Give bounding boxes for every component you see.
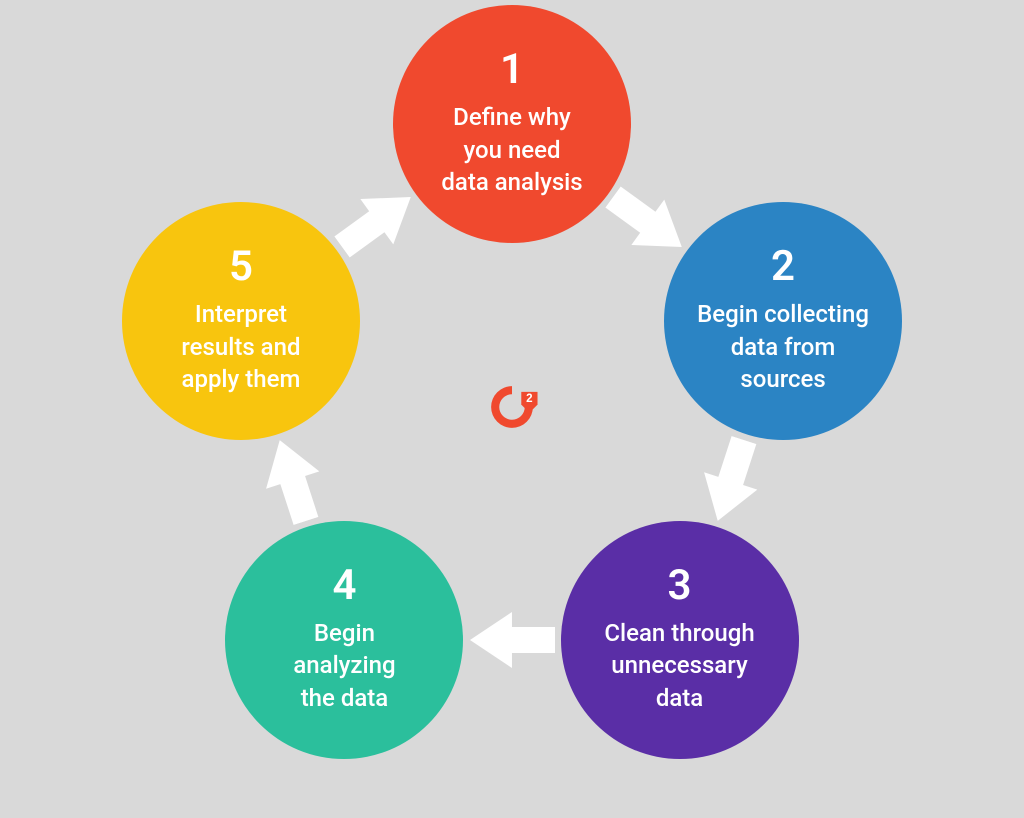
cycle-arrow [253, 431, 333, 529]
cycle-arrow [692, 431, 772, 529]
step-caption: Begin analyzing the data [293, 617, 395, 714]
g2-logo: 2 [483, 378, 541, 440]
step-number: 1 [500, 49, 524, 91]
step-circle-2: 2 Begin collecting data from sources [664, 202, 902, 440]
cycle-arrow [469, 612, 554, 668]
cycle-diagram: 2 1 Define why you need data analysis 2 Beg… [0, 0, 1024, 818]
step-number: 5 [229, 246, 253, 288]
step-caption: Begin collecting data from sources [697, 298, 869, 395]
svg-text:2: 2 [526, 392, 532, 405]
step-caption: Interpret results and apply them [181, 298, 300, 395]
step-number: 4 [332, 565, 356, 607]
step-circle-5: 5 Interpret results and apply them [122, 202, 360, 440]
step-circle-1: 1 Define why you need data analysis [393, 5, 631, 243]
step-caption: Define why you need data analysis [441, 101, 582, 198]
step-number: 3 [668, 565, 692, 607]
step-circle-3: 3 Clean through unnecessary data [561, 521, 799, 759]
step-number: 2 [771, 246, 795, 288]
step-circle-4: 4 Begin analyzing the data [225, 521, 463, 759]
step-caption: Clean through unnecessary data [604, 617, 754, 714]
